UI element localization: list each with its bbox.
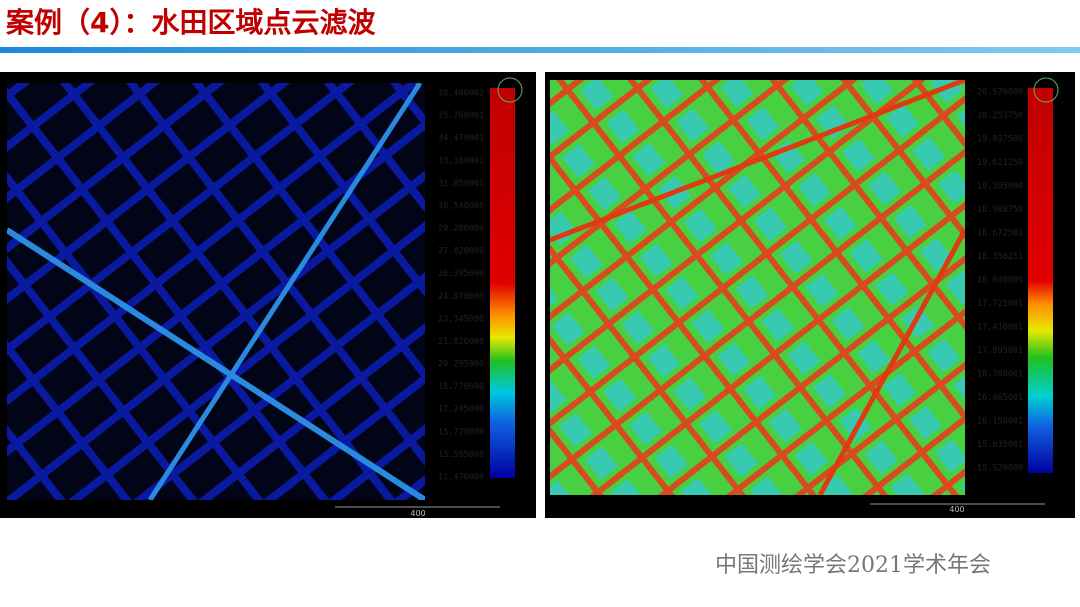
scale-label: 400 bbox=[949, 505, 964, 514]
colorbar-label: 16.780001 bbox=[977, 370, 1023, 380]
point-cloud-right bbox=[550, 80, 965, 495]
colorbar-label: 27.820000 bbox=[438, 247, 484, 257]
colorbar-left bbox=[490, 88, 515, 478]
colorbar-label: 17.245000 bbox=[438, 405, 484, 415]
colorbar-label: 20.570000 bbox=[977, 88, 1023, 98]
colorbar-right bbox=[1028, 88, 1053, 473]
colorbar-label: 15.720000 bbox=[438, 427, 484, 437]
colorbar-label: 19.305000 bbox=[977, 182, 1023, 192]
colorbar-label: 16.150001 bbox=[977, 417, 1023, 427]
colorbar-label: 18.356251 bbox=[977, 252, 1023, 262]
colorbar-label: 11.470000 bbox=[438, 473, 484, 483]
colorbar-label: 13.595000 bbox=[438, 450, 484, 460]
footer-text: 中国测绘学会2021学术年会 bbox=[715, 553, 991, 578]
colorbar-label: 29.280000 bbox=[438, 224, 484, 234]
colorbar-label: 21.820000 bbox=[438, 337, 484, 347]
colorbar-label: 16.465001 bbox=[977, 393, 1023, 403]
point-cloud-left bbox=[7, 83, 425, 500]
colorbar-label: 24.870000 bbox=[438, 292, 484, 302]
colorbar-label: 17.410001 bbox=[977, 323, 1023, 333]
colorbar-label: 34.470001 bbox=[438, 134, 484, 144]
colorbar-label: 26.395000 bbox=[438, 269, 484, 279]
colorbar-label: 19.621250 bbox=[977, 158, 1023, 168]
colorbar-label: 18.770000 bbox=[438, 382, 484, 392]
colorbar-label: 18.672501 bbox=[977, 229, 1023, 239]
compass-right bbox=[1033, 77, 1059, 103]
colorbar-label: 20.295000 bbox=[438, 360, 484, 370]
colorbar-label: 15.835001 bbox=[977, 440, 1023, 450]
title-rule bbox=[0, 47, 1080, 53]
colorbar-label: 38.400002 bbox=[438, 89, 484, 99]
colorbar-label: 20.253750 bbox=[977, 111, 1023, 121]
colorbar-label: 17.095001 bbox=[977, 346, 1023, 356]
slide-title: 案例（4）：水田区域点云滤波 bbox=[6, 6, 376, 39]
colorbar-label: 18.988750 bbox=[977, 205, 1023, 215]
colorbar-label: 31.850001 bbox=[438, 179, 484, 189]
colorbar-label: 35.760001 bbox=[438, 111, 484, 121]
scale-label: 400 bbox=[410, 509, 425, 518]
colorbar-label: 18.040000 bbox=[977, 276, 1023, 286]
colorbar-label: 33.160001 bbox=[438, 156, 484, 166]
colorbar-label: 30.540000 bbox=[438, 201, 484, 211]
colorbar-label: 17.725001 bbox=[977, 299, 1023, 309]
colorbar-label: 19.937500 bbox=[977, 135, 1023, 145]
colorbar-label: 23.345000 bbox=[438, 314, 484, 324]
compass-left bbox=[497, 77, 523, 103]
colorbar-label: 15.520000 bbox=[977, 464, 1023, 474]
